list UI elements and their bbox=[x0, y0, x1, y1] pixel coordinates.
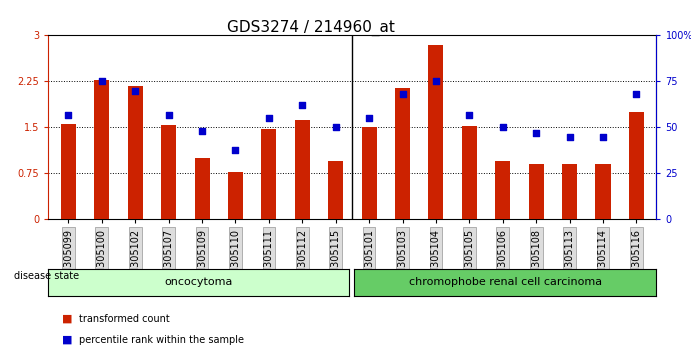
Text: transformed count: transformed count bbox=[79, 314, 170, 324]
Bar bbox=[128, 86, 143, 219]
Bar bbox=[361, 127, 377, 219]
Point bbox=[564, 134, 575, 139]
Text: ■: ■ bbox=[62, 314, 73, 324]
Bar bbox=[94, 80, 109, 219]
Point bbox=[196, 128, 207, 134]
Bar bbox=[428, 45, 444, 219]
Point bbox=[96, 79, 107, 84]
Point bbox=[531, 130, 542, 136]
Point bbox=[263, 115, 274, 121]
Bar bbox=[161, 125, 176, 219]
Bar bbox=[295, 120, 310, 219]
Bar bbox=[495, 161, 510, 219]
Bar bbox=[261, 129, 276, 219]
Point bbox=[363, 115, 375, 121]
Text: ■: ■ bbox=[62, 335, 73, 345]
Point bbox=[130, 88, 141, 93]
Bar bbox=[529, 164, 544, 219]
Point bbox=[498, 125, 509, 130]
Point bbox=[464, 112, 475, 118]
Point bbox=[230, 147, 241, 152]
Bar bbox=[61, 124, 76, 219]
Text: chromophobe renal cell carcinoma: chromophobe renal cell carcinoma bbox=[408, 277, 602, 287]
Point bbox=[430, 79, 442, 84]
Bar bbox=[562, 164, 577, 219]
Bar bbox=[195, 158, 209, 219]
Point bbox=[330, 125, 341, 130]
Text: GDS3274 / 214960_at: GDS3274 / 214960_at bbox=[227, 19, 395, 36]
Text: disease state: disease state bbox=[14, 271, 79, 281]
Bar bbox=[462, 126, 477, 219]
Point bbox=[63, 112, 74, 118]
Point bbox=[296, 103, 307, 108]
Bar bbox=[629, 112, 644, 219]
Point bbox=[631, 91, 642, 97]
Point bbox=[397, 91, 408, 97]
Text: percentile rank within the sample: percentile rank within the sample bbox=[79, 335, 245, 345]
Bar bbox=[328, 161, 343, 219]
Bar bbox=[395, 87, 410, 219]
Point bbox=[163, 112, 174, 118]
Point bbox=[598, 134, 609, 139]
Text: oncocytoma: oncocytoma bbox=[164, 277, 233, 287]
Bar bbox=[228, 172, 243, 219]
Bar bbox=[596, 164, 611, 219]
